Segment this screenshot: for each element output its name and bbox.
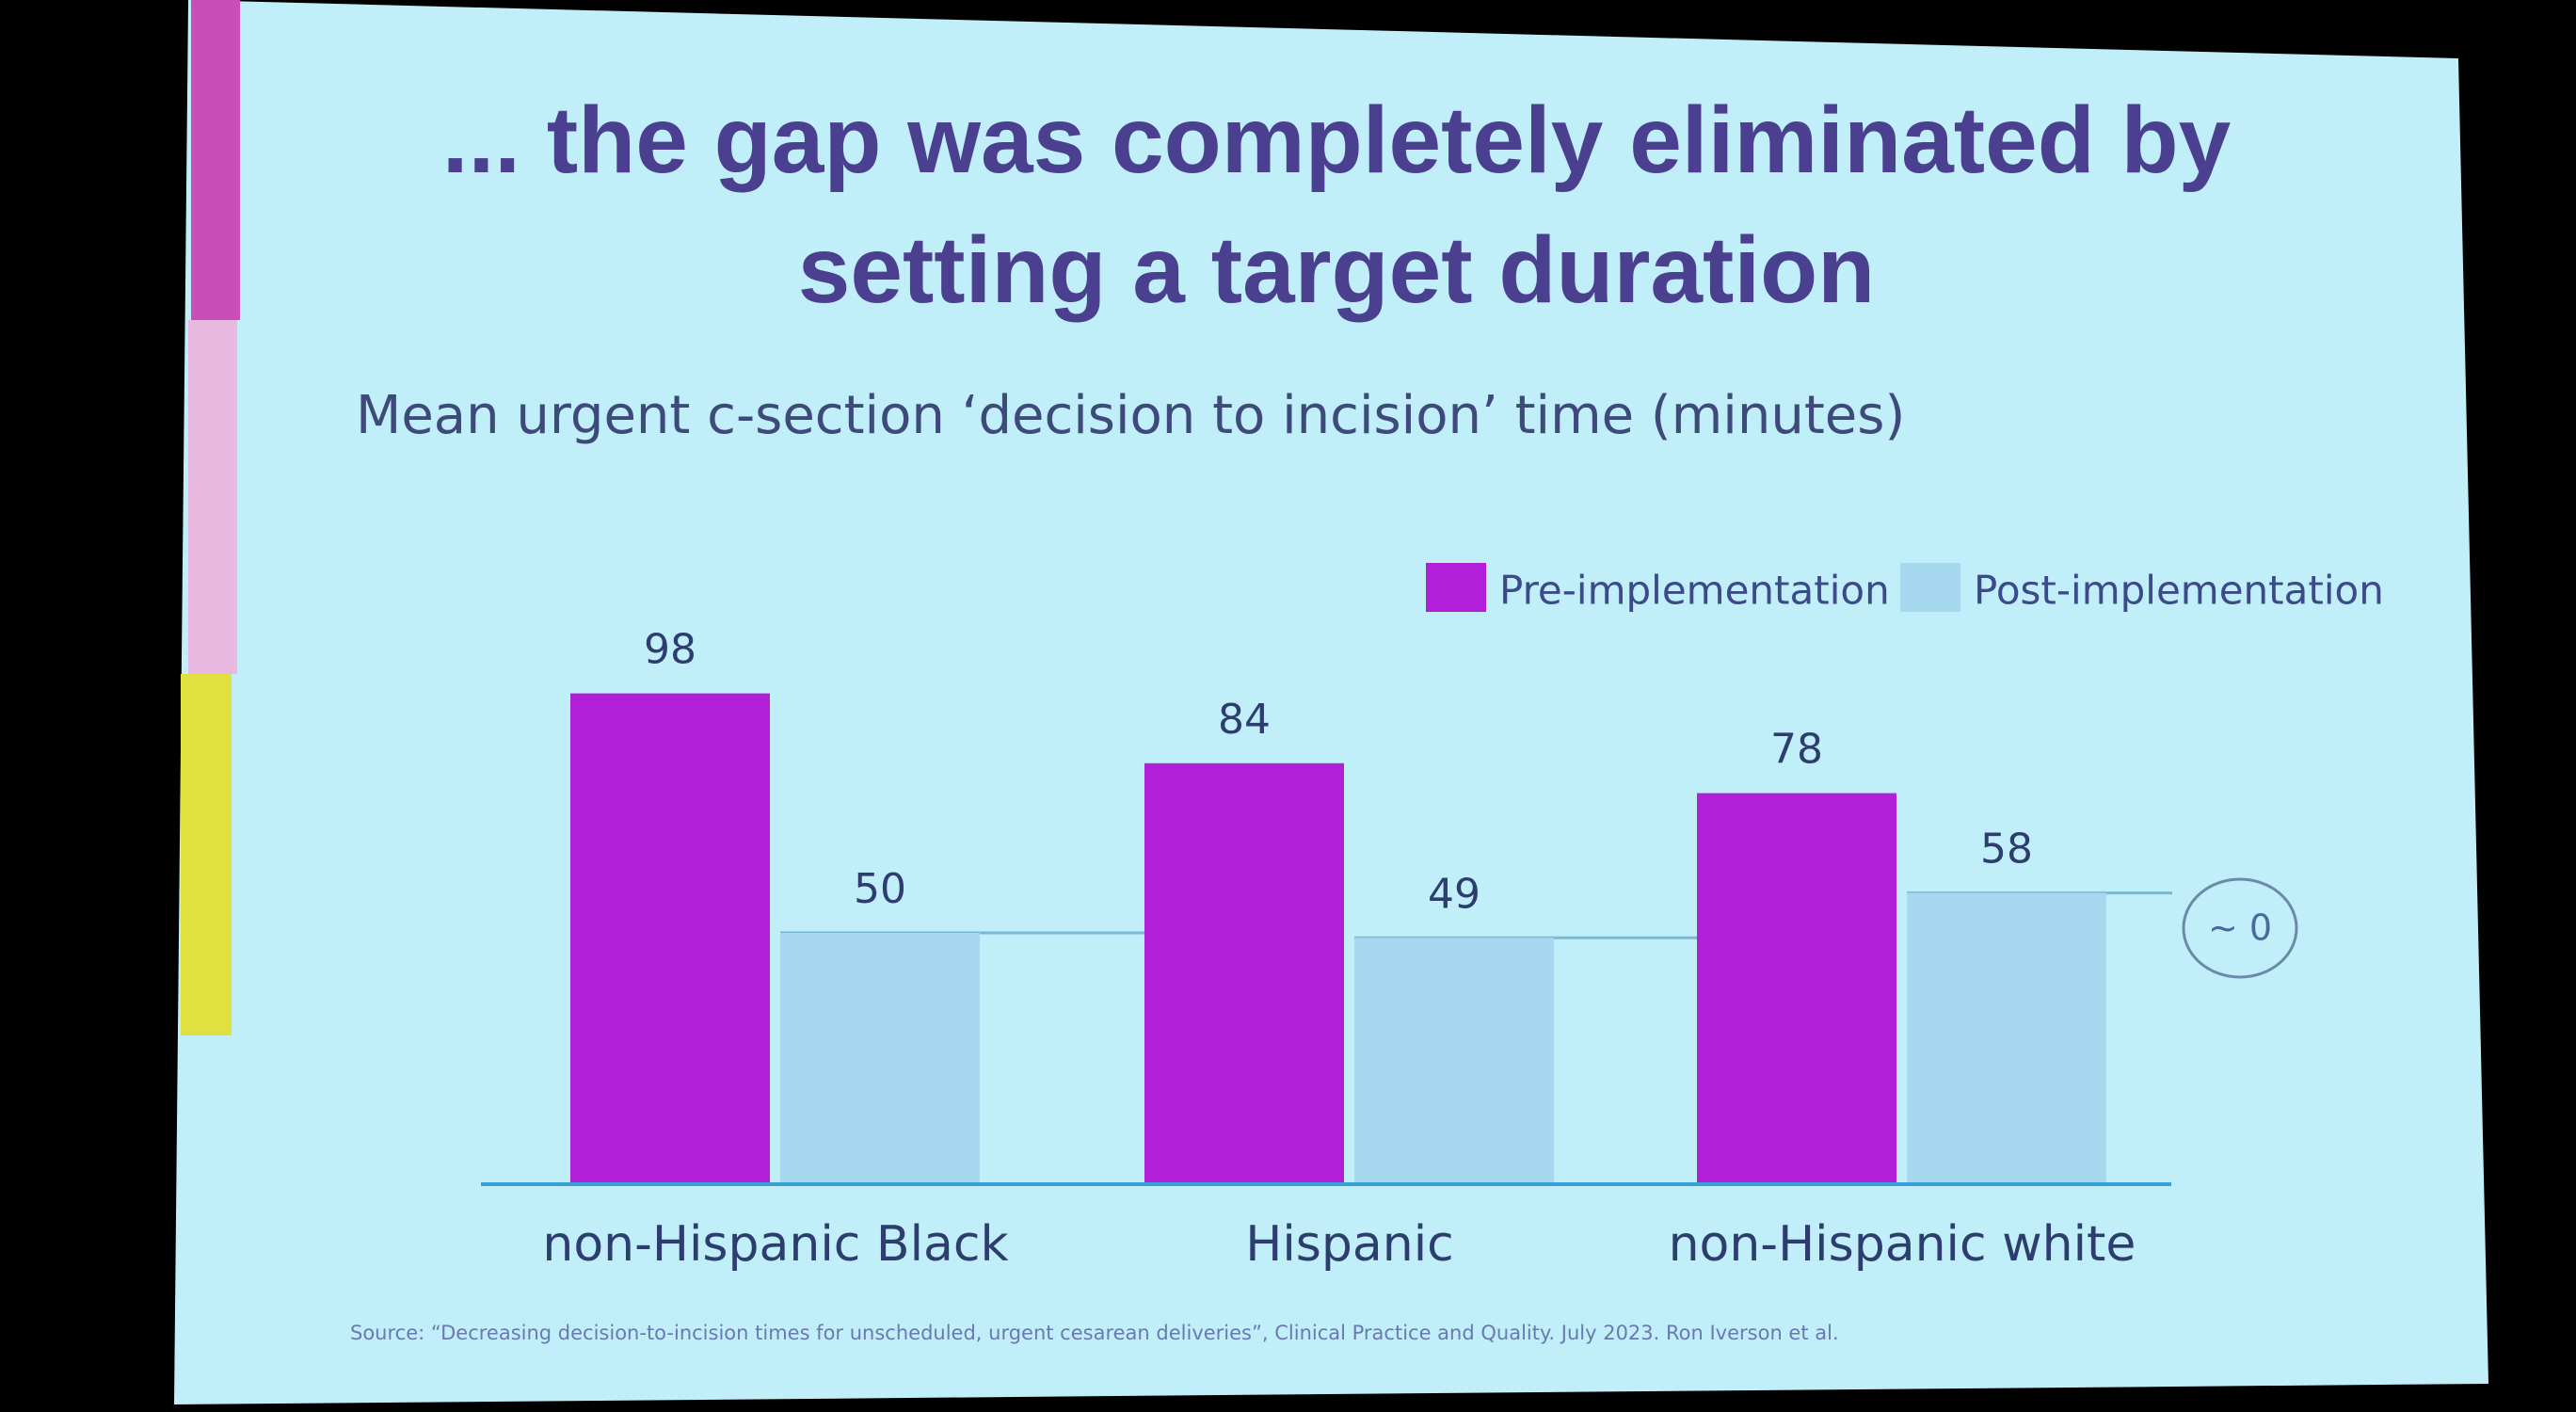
legend-label: Pre-implementation [1499,568,1890,614]
value-label: 98 [644,626,696,674]
annotation: ~ 0 [2208,907,2272,949]
legend-swatch [1426,563,1486,612]
subtitle: Mean urgent c-section ‘decision to incis… [356,385,1905,446]
bar [780,933,980,1182]
chart-title: ... the gap was completely eliminated by… [441,88,2232,323]
legend-swatch [1900,563,1960,612]
strip [188,320,237,674]
annotation-circle [2182,877,2298,979]
x-tick-label: non-Hispanic Black [542,1216,1008,1273]
legend-label: Post-implementation [1974,568,2384,614]
value-label: 50 [854,865,906,913]
strip [191,0,240,320]
x-tick-label: Hispanic [1245,1216,1454,1273]
strip [181,674,232,1035]
value-label: 78 [1770,726,1823,774]
source: Source: “Decreasing decision-to-incision… [350,1322,1839,1344]
bar [1354,938,1554,1182]
value-label: 84 [1218,696,1271,744]
x-tick-label: non-Hispanic white [1669,1216,2136,1273]
bar [570,693,770,1182]
bar [1907,892,2106,1182]
value-label: 49 [1428,870,1480,918]
value-label: 58 [1980,826,2033,874]
bar [1144,762,1344,1182]
bar [1697,793,1896,1182]
